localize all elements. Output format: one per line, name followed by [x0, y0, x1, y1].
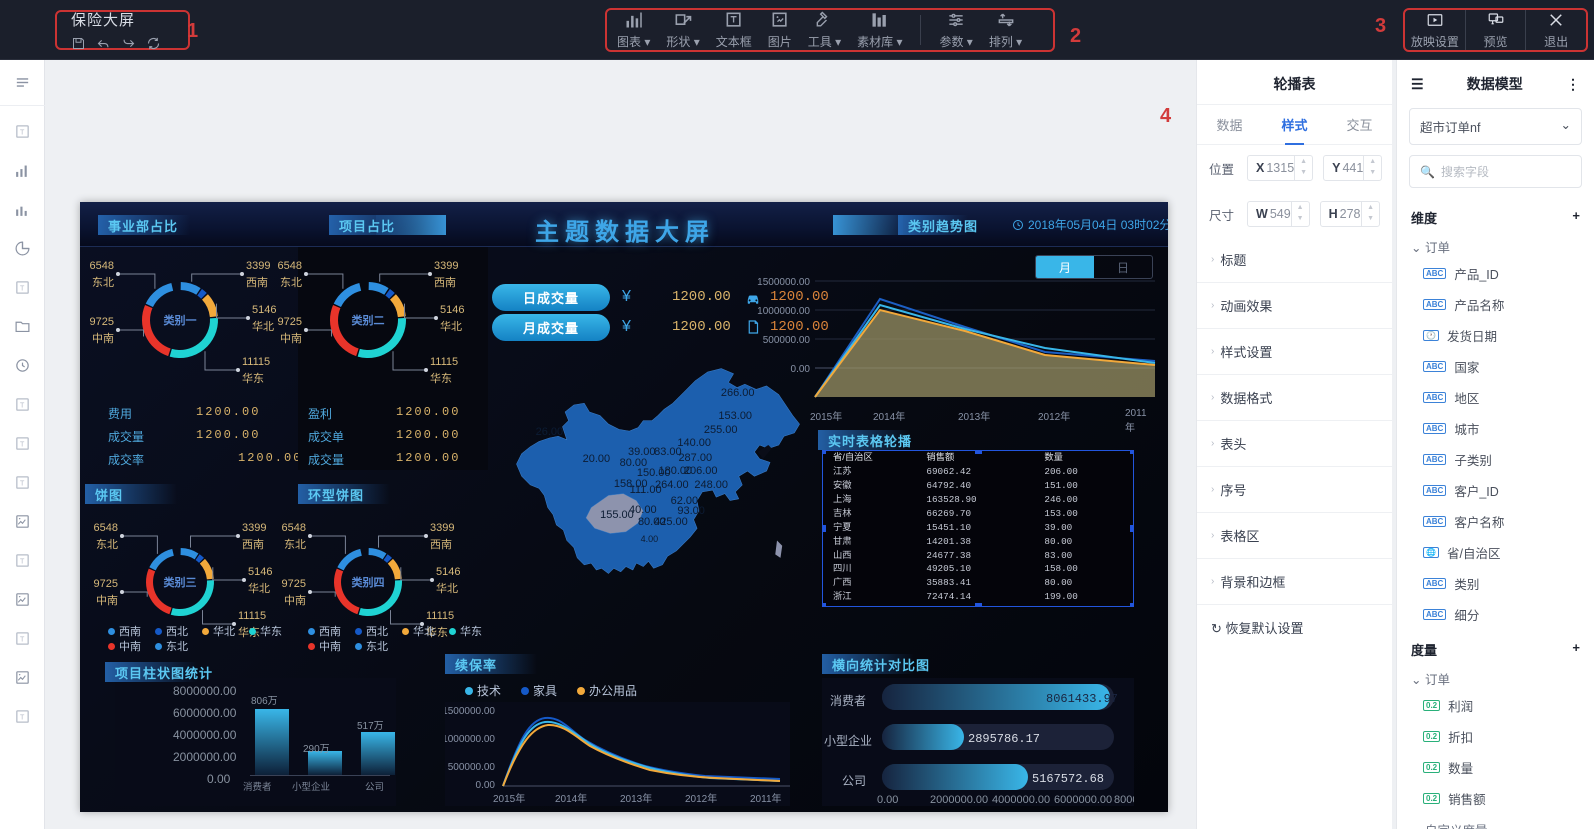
svg-text:3399: 3399 — [242, 522, 266, 534]
svg-text:T: T — [20, 558, 25, 566]
svg-text:华北: 华北 — [252, 319, 274, 333]
svg-text:西南: 西南 — [430, 538, 452, 551]
svg-text:东北: 东北 — [92, 276, 114, 289]
svg-text:6548: 6548 — [282, 522, 306, 534]
svg-text:11115: 11115 — [430, 356, 458, 368]
svg-text:华东: 华东 — [430, 371, 452, 385]
svg-text:华北: 华北 — [440, 319, 462, 333]
svg-text:T: T — [20, 636, 25, 644]
svg-text:6548: 6548 — [94, 522, 118, 534]
svg-text:5146: 5146 — [436, 566, 460, 578]
svg-text:西南: 西南 — [434, 276, 456, 289]
svg-text:东北: 东北 — [284, 538, 306, 551]
svg-text:西南: 西南 — [246, 276, 268, 289]
svg-text:11115: 11115 — [242, 356, 270, 368]
svg-text:3399: 3399 — [430, 522, 454, 534]
svg-text:T: T — [20, 285, 25, 293]
svg-text:6548: 6548 — [90, 260, 114, 272]
svg-text:3399: 3399 — [246, 260, 270, 272]
svg-text:东北: 东北 — [96, 538, 118, 551]
svg-text:6548: 6548 — [278, 260, 302, 272]
svg-text:1500000.00: 1500000.00 — [445, 706, 495, 717]
svg-text:1000000.00: 1000000.00 — [757, 306, 810, 317]
svg-text:中南: 中南 — [284, 594, 306, 607]
svg-text:西南: 西南 — [242, 538, 264, 551]
svg-text:1000000.00: 1000000.00 — [445, 734, 495, 745]
svg-text:T: T — [20, 129, 25, 137]
svg-text:1500000.00: 1500000.00 — [757, 277, 810, 288]
svg-text:T: T — [20, 441, 25, 449]
svg-text:T: T — [20, 480, 25, 488]
svg-text:中南: 中南 — [280, 332, 302, 345]
svg-text:500000.00: 500000.00 — [448, 762, 496, 773]
svg-text:11115: 11115 — [426, 610, 454, 622]
svg-text:类别四: 类别四 — [352, 575, 385, 589]
svg-text:5146: 5146 — [248, 566, 272, 578]
svg-text:9725: 9725 — [282, 578, 306, 590]
svg-text:类别三: 类别三 — [164, 575, 197, 589]
svg-text:类别一: 类别一 — [164, 313, 197, 327]
svg-text:500000.00: 500000.00 — [763, 335, 811, 346]
svg-text:中南: 中南 — [96, 594, 118, 607]
svg-text:9725: 9725 — [90, 316, 114, 328]
svg-text:9725: 9725 — [278, 316, 302, 328]
svg-text:T: T — [20, 402, 25, 410]
svg-text:9725: 9725 — [94, 578, 118, 590]
svg-text:中南: 中南 — [92, 332, 114, 345]
svg-text:东北: 东北 — [280, 276, 302, 289]
svg-text:11115: 11115 — [238, 610, 266, 622]
svg-text:华北: 华北 — [248, 581, 270, 595]
svg-text:T: T — [20, 714, 25, 722]
svg-text:华北: 华北 — [436, 581, 458, 595]
svg-text:5146: 5146 — [440, 304, 464, 316]
svg-text:华东: 华东 — [242, 371, 264, 385]
svg-text:3399: 3399 — [434, 260, 458, 272]
svg-text:类别二: 类别二 — [352, 313, 385, 327]
